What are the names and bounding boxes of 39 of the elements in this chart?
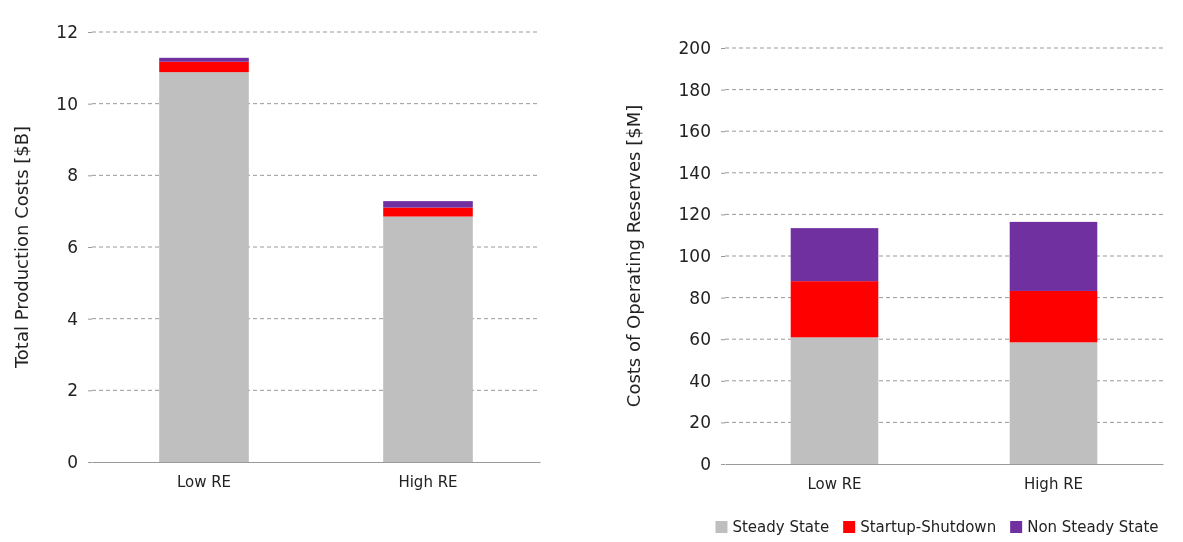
x-tick-label: High RE: [1023, 474, 1084, 493]
bar: [1009, 342, 1098, 464]
y-tick-label: 80: [689, 287, 711, 308]
y-tick-label: 0: [67, 451, 78, 472]
bar: [790, 228, 879, 282]
x-tick-label: Low RE: [176, 472, 232, 491]
y-tick-label: 100: [678, 245, 711, 266]
legend-label: Steady State: [732, 518, 830, 536]
y-tick-label: 0: [700, 453, 711, 474]
y-tick-label: 180: [678, 79, 711, 100]
legend-label: Startup-Shutdown: [860, 518, 997, 536]
bar: [790, 337, 879, 464]
x-tick-label: Low RE: [807, 474, 862, 493]
y-axis-title: Costs of Operating Reserves [$M]: [623, 104, 644, 408]
bar: [159, 61, 249, 73]
y-tick-label: 20: [689, 412, 711, 433]
y-tick-label: 4: [67, 308, 78, 329]
bar: [383, 216, 473, 462]
y-tick-label: 40: [689, 370, 711, 391]
bar: [159, 72, 249, 462]
y-tick-label: 200: [678, 37, 711, 58]
y-tick-label: 120: [678, 204, 711, 225]
bar: [1009, 221, 1098, 291]
legend-label: Non Steady State: [1027, 518, 1159, 536]
bar: [383, 201, 473, 208]
bar: [383, 207, 473, 217]
y-tick-label: 160: [678, 121, 711, 142]
y-tick-label: 10: [56, 93, 78, 114]
bar: [790, 281, 879, 338]
x-tick-label: High RE: [398, 472, 458, 491]
y-axis-title: Total Production Costs [$B]: [11, 125, 32, 370]
y-tick-label: 6: [67, 236, 78, 257]
bar: [1009, 290, 1098, 343]
y-tick-label: 60: [689, 329, 711, 350]
bar: [159, 57, 249, 62]
y-tick-label: 12: [56, 21, 78, 42]
y-tick-label: 2: [67, 380, 78, 401]
y-tick-label: 8: [67, 165, 78, 186]
y-tick-label: 140: [678, 162, 711, 183]
